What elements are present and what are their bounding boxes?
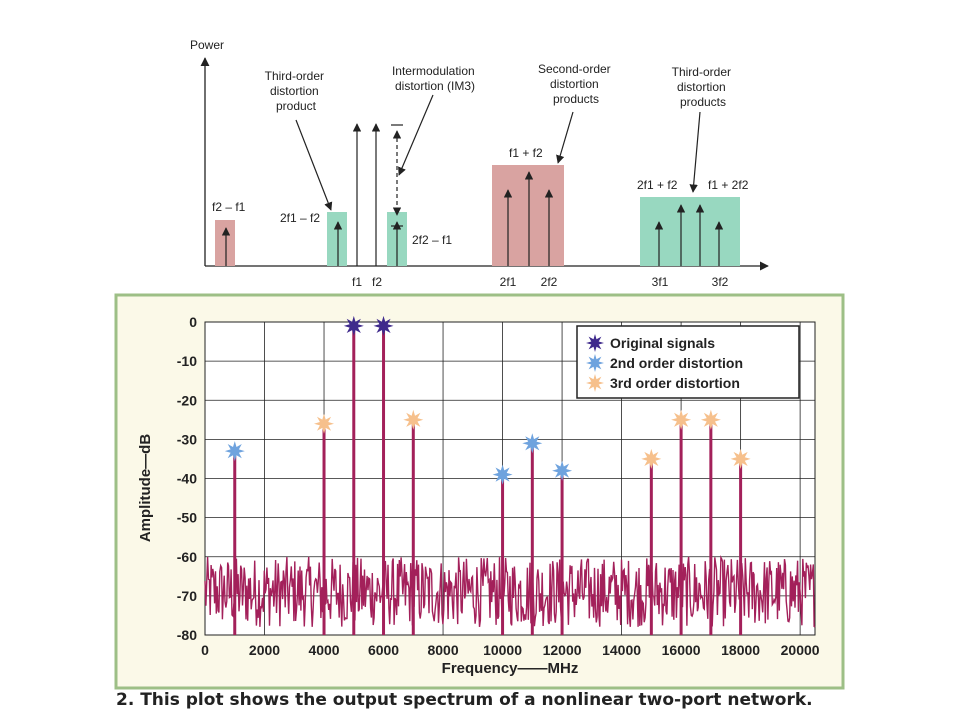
y-axis-label: Amplitude—dB (137, 434, 154, 542)
annotation-intermod: Intermodulation distortion (IM3) (392, 64, 478, 93)
x-tick-label: 4000 (308, 642, 339, 658)
axis-ticks: 0 2000 4000 6000 8000 10000 12000 14000 16000 180… (177, 314, 820, 658)
tick-3f2: 3f2 (712, 275, 729, 289)
peak-star (403, 409, 424, 430)
peak-star (522, 433, 543, 454)
pointer-im3 (398, 94, 434, 176)
x-tick-label: 2000 (249, 642, 280, 658)
box-third-order (640, 197, 740, 266)
label-2f2-minus-f1: 2f2 – f1 (412, 233, 452, 247)
peak-star (671, 409, 692, 430)
x-tick-label: 6000 (368, 642, 399, 658)
peak-star (730, 448, 751, 469)
legend-label: 2nd order distortion (610, 355, 743, 371)
peak-star (492, 464, 513, 485)
y-tick-label: -80 (177, 627, 197, 643)
x-tick-label: 0 (201, 642, 209, 658)
pointer-third-order-product (295, 119, 333, 211)
y-tick-label: -60 (177, 549, 197, 565)
diagram-y-axis-label: Power (190, 38, 224, 52)
pointer-third-order-products (689, 111, 701, 193)
legend-box (576, 325, 800, 399)
y-tick-label: -50 (177, 510, 197, 526)
peaks (233, 325, 743, 635)
tick-f1: f1 (352, 275, 362, 289)
x-tick-label: 20000 (781, 642, 820, 658)
peak-star (641, 448, 662, 469)
box-second-order (492, 165, 564, 266)
x-tick-label: 18000 (721, 642, 760, 658)
legend: Original signals 2nd order distortion 3rd … (576, 325, 800, 399)
label-f2-minus-f1: f2 – f1 (212, 200, 246, 214)
x-tick-label: 10000 (483, 642, 522, 658)
peak-star (314, 413, 334, 434)
y-tick-label: -10 (177, 353, 197, 369)
y-tick-label: -40 (177, 471, 197, 487)
y-tick-label: -70 (177, 588, 197, 604)
x-axis-label: Frequency——MHz (442, 660, 579, 677)
peak-star (224, 441, 245, 462)
peak-star (373, 315, 394, 336)
x-tick-label: 12000 (543, 642, 582, 658)
tick-f2: f2 (372, 275, 382, 289)
noise-floor (204, 554, 816, 628)
peak-star (552, 460, 573, 481)
label-f1-plus-2f2: f1 + 2f2 (708, 178, 749, 192)
tick-3f1: 3f1 (652, 275, 669, 289)
y-tick-label: -30 (177, 431, 197, 447)
peak-markers (224, 315, 751, 485)
noise-trace (204, 554, 816, 628)
label-2f1-minus-f2: 2f1 – f2 (280, 211, 320, 225)
tick-2f2: 2f2 (541, 275, 558, 289)
annotation-third-order-product: Third-order distortion product (265, 69, 328, 113)
legend-label: 3rd order distortion (610, 375, 740, 391)
x-tick-label: 14000 (602, 642, 641, 658)
y-tick-label: -20 (177, 392, 197, 408)
legend-marker (586, 354, 604, 372)
peak-star (700, 409, 721, 430)
annotation-second-order: Second-order distortion products (538, 62, 614, 106)
figure-caption: 2. This plot shows the output spectrum o… (116, 690, 813, 710)
legend-marker (586, 334, 604, 352)
distortion-diagram: Power Third-order distortion product Int… (190, 38, 769, 289)
pointer-second-order (556, 111, 574, 164)
peak-star (343, 315, 364, 336)
x-tick-label: 8000 (427, 642, 458, 658)
tick-2f1: 2f1 (500, 275, 517, 289)
label-2f1-plus-f2: 2f1 + f2 (637, 178, 678, 192)
spectrum-chart: 0 2000 4000 6000 8000 10000 12000 14000 16000 180… (114, 293, 845, 690)
y-tick-label: 0 (189, 314, 197, 330)
x-tick-label: 16000 (662, 642, 701, 658)
legend-label: Original signals (610, 335, 715, 351)
label-f1-plus-f2: f1 + f2 (509, 146, 543, 160)
legend-marker (586, 374, 604, 392)
annotation-third-order-products: Third-order distortion products (672, 65, 735, 109)
